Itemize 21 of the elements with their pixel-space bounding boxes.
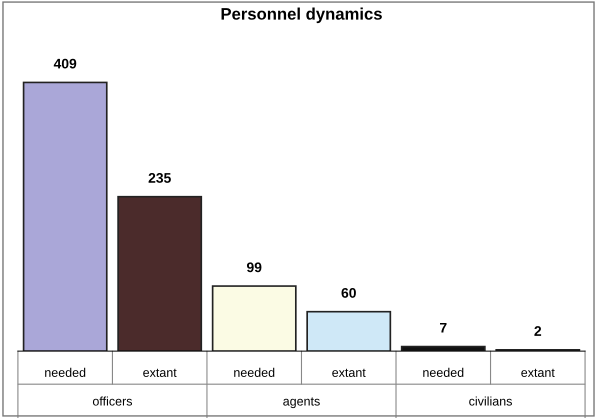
data-label: 7 xyxy=(440,322,447,333)
x-tick-label: needed xyxy=(234,368,274,377)
x-tick-label: needed xyxy=(45,368,86,377)
chart-title: Personnel dynamics xyxy=(222,8,382,24)
bar xyxy=(22,82,108,352)
x-tick-label: extant xyxy=(521,368,555,377)
bar xyxy=(117,196,202,352)
bar xyxy=(400,346,486,352)
text: civilians xyxy=(469,396,512,406)
data-label: 60 xyxy=(342,288,356,298)
data-label: 99 xyxy=(246,262,262,272)
data-label: 235 xyxy=(148,173,171,183)
x-tick-label: extant xyxy=(332,368,366,377)
bar xyxy=(306,310,392,352)
bar xyxy=(212,285,297,352)
x-tick-label: extant xyxy=(143,368,177,377)
text: agents xyxy=(283,397,320,408)
data-label: 409 xyxy=(54,58,76,69)
x-tick-label: needed xyxy=(423,368,464,377)
data-label: 2 xyxy=(534,326,542,336)
text: officers xyxy=(92,396,132,406)
